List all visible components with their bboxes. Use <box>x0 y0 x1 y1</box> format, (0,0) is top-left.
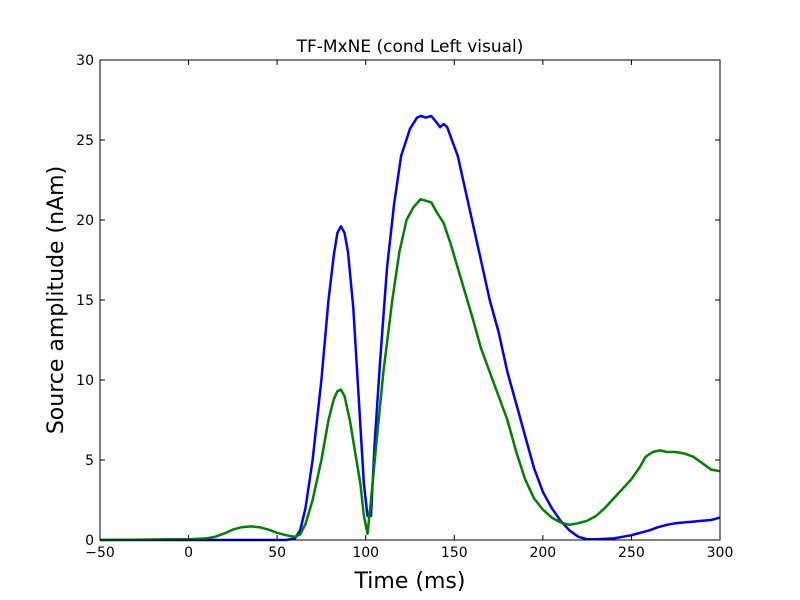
y-tick-label: 25 <box>76 133 94 149</box>
y-tick-label: 20 <box>76 213 94 229</box>
y-tick-label: 15 <box>76 293 94 309</box>
y-axis-label: Source amplitude (nAm) <box>44 166 69 434</box>
plot-area <box>100 60 720 540</box>
x-tick-label: −50 <box>85 545 115 561</box>
x-axis-label: Time (ms) <box>354 569 466 594</box>
series-line-2 <box>99 197 721 542</box>
x-tick-label: 200 <box>529 545 556 561</box>
y-tick-label: 5 <box>85 453 94 469</box>
series-line-1 <box>100 114 721 542</box>
series-layer <box>99 114 721 542</box>
chart-title: TF-MxNE (cond Left visual) <box>296 37 524 57</box>
x-tick-label: 150 <box>441 545 468 561</box>
y-tick-label: 30 <box>76 53 94 69</box>
x-tick-label: 50 <box>268 545 286 561</box>
x-tick-label: 300 <box>707 545 734 561</box>
x-tick-label: 100 <box>352 545 379 561</box>
x-tick-label: 250 <box>618 545 645 561</box>
y-tick-label: 10 <box>76 373 94 389</box>
y-tick-label: 0 <box>85 533 94 549</box>
x-tick-label: 0 <box>184 545 193 561</box>
